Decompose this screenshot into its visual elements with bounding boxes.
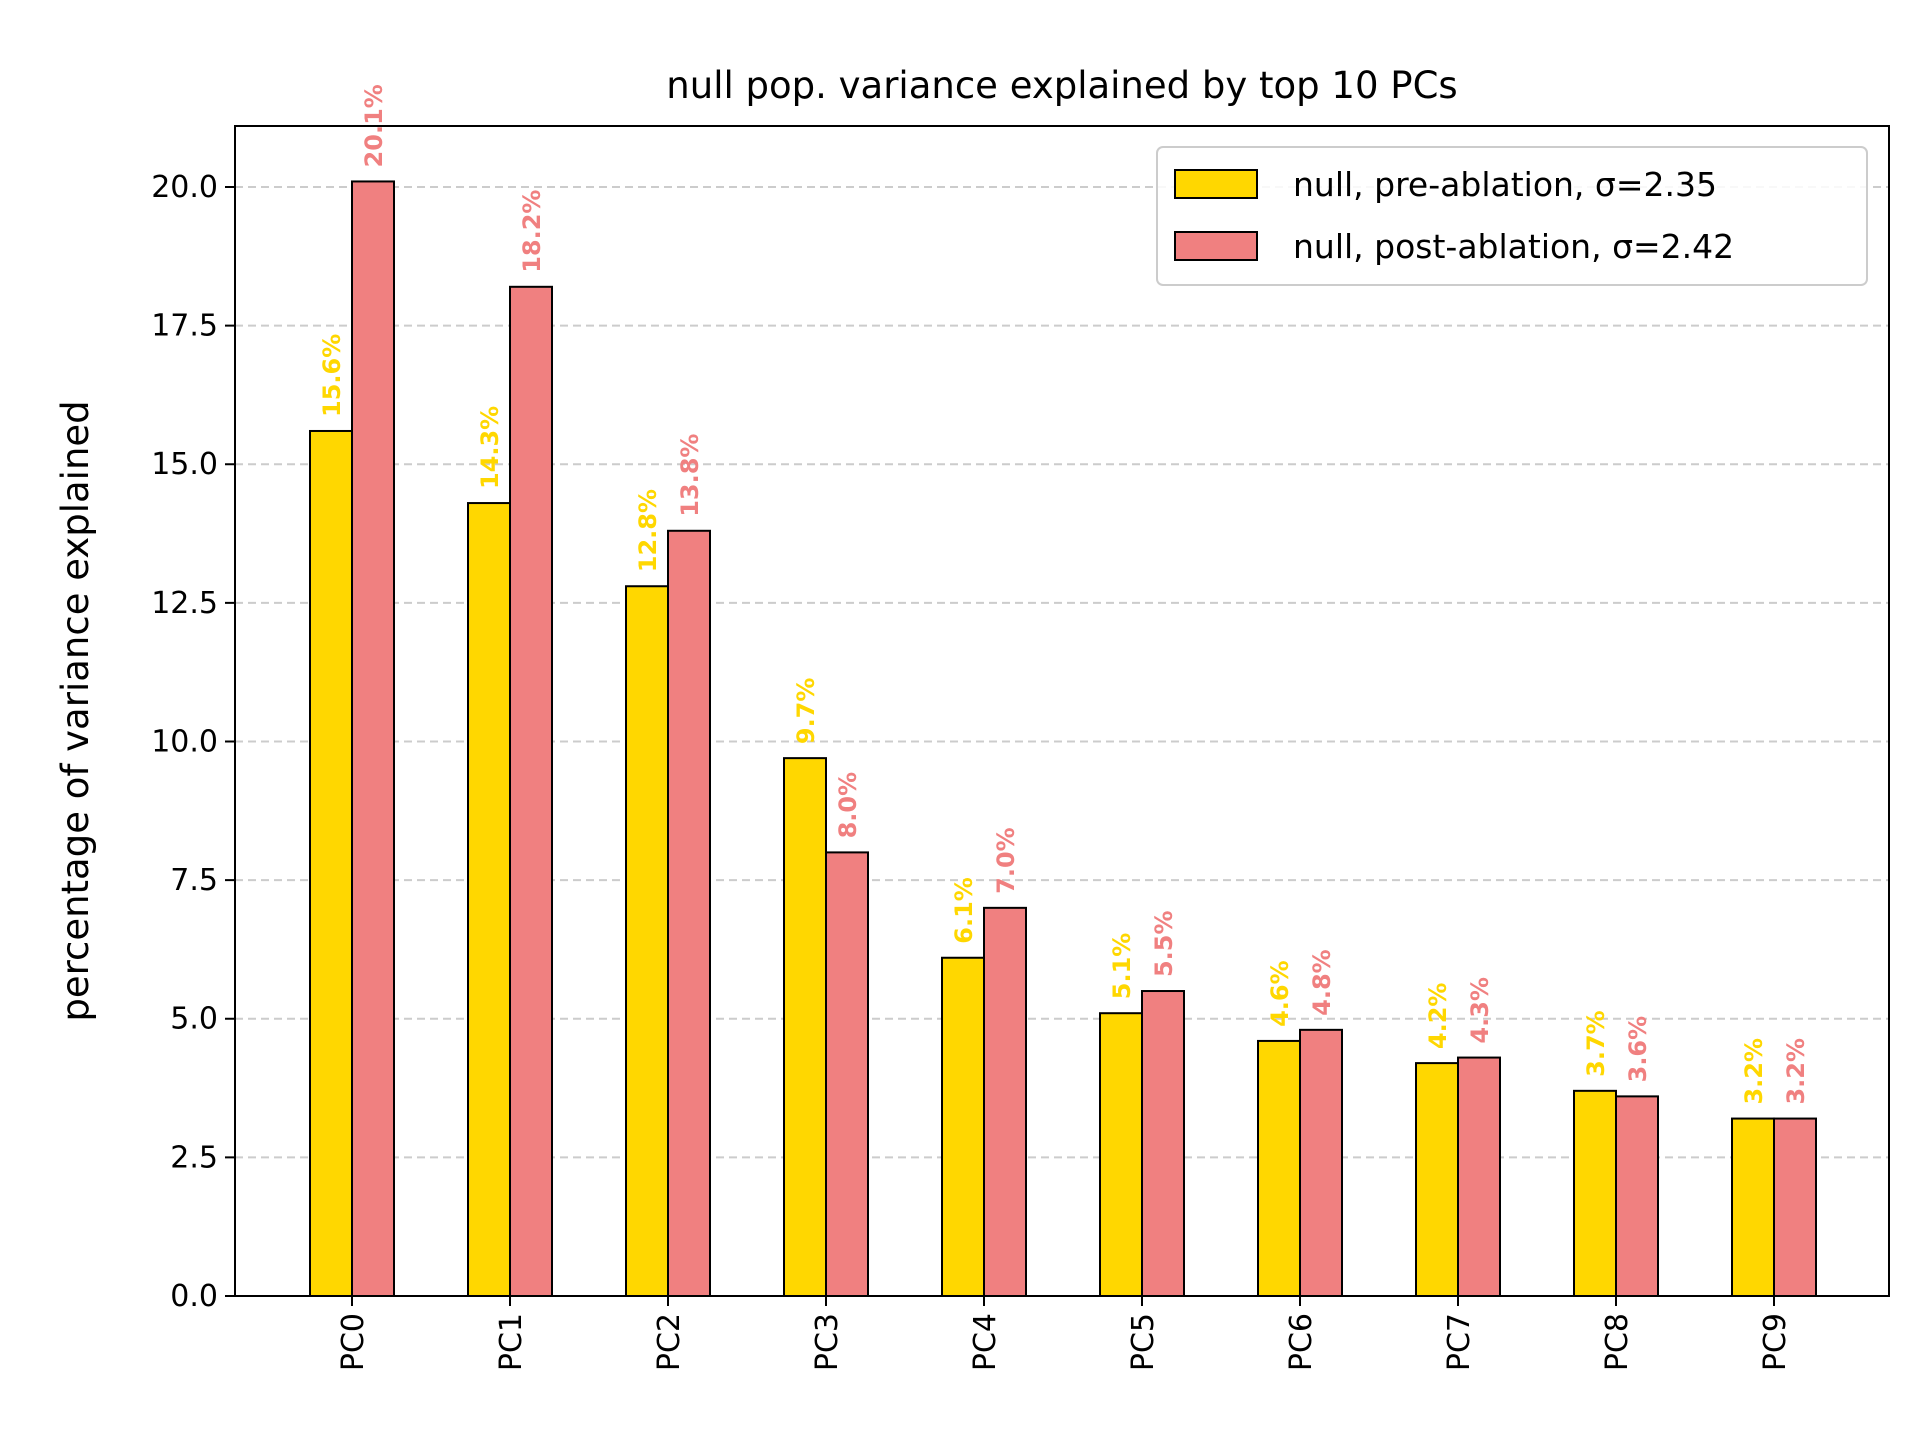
- bar-pc6-post-ablation: [1299, 1028, 1343, 1297]
- bar-pc0-post-ablation: [351, 180, 395, 1298]
- legend-swatch-pre-ablation: [1174, 169, 1258, 199]
- bar-pc9-pre-ablation: [1731, 1117, 1775, 1297]
- y-tick-label: 5.0: [170, 1002, 218, 1037]
- y-tick-label: 15.0: [151, 447, 218, 482]
- x-tick-label: PC9: [1758, 1313, 1793, 1371]
- legend-label-post-ablation: null, post-ablation, σ=2.42: [1293, 227, 1734, 266]
- x-tick-label: PC7: [1442, 1313, 1477, 1371]
- bar-pc1-pre-ablation: [467, 502, 511, 1298]
- data-label-pc8-post-ablation: 3.6%: [1624, 1016, 1652, 1083]
- data-label-pc2-pre-ablation: 12.8%: [634, 489, 662, 572]
- data-label-pc1-pre-ablation: 14.3%: [476, 406, 504, 489]
- y-axis-label: percentage of variance explained: [54, 400, 97, 1021]
- bar-pc1-post-ablation: [509, 285, 553, 1298]
- bar-pc4-post-ablation: [983, 906, 1027, 1297]
- data-label-pc7-post-ablation: 4.3%: [1466, 977, 1494, 1044]
- legend: null, pre-ablation, σ=2.35 null, post-ab…: [1156, 146, 1868, 286]
- y-tick-label: 0.0: [170, 1279, 218, 1314]
- legend-label-pre-ablation: null, pre-ablation, σ=2.35: [1293, 165, 1717, 204]
- y-tick-label: 10.0: [151, 724, 218, 759]
- bar-pc9-post-ablation: [1773, 1117, 1817, 1297]
- y-axis: 0.0 2.5 5.0 7.5 10.0 12.5 15.0 17.5 20.0: [151, 170, 235, 1314]
- bar-pc2-post-ablation: [667, 529, 711, 1297]
- x-tick-label: PC0: [336, 1313, 371, 1371]
- bars-group: [309, 180, 1817, 1298]
- bar-pc0-pre-ablation: [309, 429, 353, 1297]
- chart-title: null pop. variance explained by top 10 P…: [666, 64, 1457, 107]
- data-label-pc3-post-ablation: 8.0%: [834, 772, 862, 839]
- data-label-pc1-post-ablation: 18.2%: [518, 190, 546, 273]
- x-tick-label: PC4: [968, 1313, 1003, 1371]
- data-label-pc5-post-ablation: 5.5%: [1150, 910, 1178, 977]
- bar-pc6-pre-ablation: [1257, 1039, 1301, 1298]
- y-tick-label: 12.5: [151, 586, 218, 621]
- y-tick-label: 20.0: [151, 170, 218, 205]
- plot-frame: [234, 125, 1890, 1297]
- data-label-pc6-post-ablation: 4.8%: [1308, 949, 1336, 1016]
- bar-pc8-post-ablation: [1615, 1095, 1659, 1297]
- x-axis: PC0 PC1 PC2 PC3 PC4 PC5 PC6 PC7 PC8 PC9: [336, 1296, 1793, 1371]
- bar-pc7-post-ablation: [1457, 1056, 1501, 1297]
- x-tick-label: PC5: [1126, 1313, 1161, 1371]
- data-label-pc6-pre-ablation: 4.6%: [1266, 960, 1294, 1027]
- x-tick-label: PC3: [810, 1313, 845, 1371]
- bar-pc8-pre-ablation: [1573, 1089, 1617, 1297]
- data-label-pc8-pre-ablation: 3.7%: [1582, 1010, 1610, 1077]
- data-label-pc2-post-ablation: 13.8%: [676, 434, 704, 517]
- data-label-pc3-pre-ablation: 9.7%: [792, 678, 820, 745]
- bar-pc5-post-ablation: [1141, 990, 1185, 1297]
- y-tick-label: 17.5: [151, 309, 218, 344]
- bar-pc4-pre-ablation: [941, 956, 985, 1297]
- data-label-pc4-pre-ablation: 6.1%: [950, 877, 978, 944]
- y-tick-label: 2.5: [170, 1140, 218, 1175]
- bar-pc3-pre-ablation: [783, 757, 827, 1297]
- data-label-pc9-post-ablation: 3.2%: [1782, 1038, 1810, 1105]
- bar-pc5-pre-ablation: [1099, 1012, 1143, 1297]
- legend-box: [1156, 146, 1868, 286]
- bar-pc7-pre-ablation: [1415, 1062, 1459, 1297]
- x-tick-label: PC2: [652, 1313, 687, 1371]
- data-label-pc5-pre-ablation: 5.1%: [1108, 933, 1136, 1000]
- x-tick-label: PC6: [1284, 1313, 1319, 1371]
- bar-pc3-post-ablation: [825, 851, 869, 1298]
- x-tick-label: PC8: [1600, 1313, 1635, 1371]
- data-label-pc4-post-ablation: 7.0%: [992, 827, 1020, 894]
- bar-pc2-pre-ablation: [625, 585, 669, 1297]
- data-label-pc0-pre-ablation: 15.6%: [318, 334, 346, 417]
- data-label-pc7-pre-ablation: 4.2%: [1424, 983, 1452, 1050]
- data-label-pc9-pre-ablation: 3.2%: [1740, 1038, 1768, 1105]
- y-tick-label: 7.5: [170, 863, 218, 898]
- x-tick-label: PC1: [494, 1313, 529, 1371]
- legend-swatch-post-ablation: [1174, 231, 1258, 261]
